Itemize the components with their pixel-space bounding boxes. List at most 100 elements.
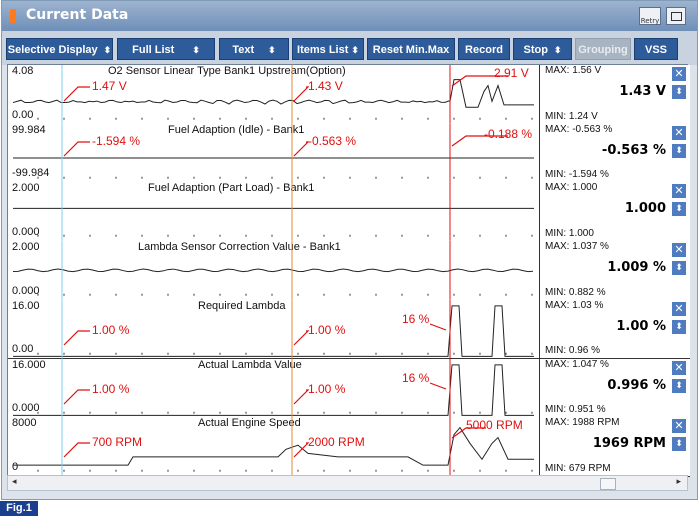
reorder-icon[interactable]: ⬍ [672,437,686,452]
scroll-left-icon[interactable]: ◂ [12,477,17,487]
annotation-leader [293,442,310,458]
max-value: MAX: 1.03 % [545,299,604,311]
figure-label: Fig.1 [0,501,38,516]
waveform-graph[interactable] [8,65,539,124]
waveform-graph[interactable] [8,123,539,183]
annotation-leader [451,427,486,439]
current-value: 0.996 % [607,377,666,393]
selective-display-button[interactable]: Selective Display ⬍ [6,38,113,60]
remove-item-icon[interactable]: ✕ [672,301,686,316]
annotation-leader [63,330,90,346]
waveform-graph[interactable] [8,299,539,359]
graph-panel: 99.984 -99.984 Fuel Adaption (Idle) - Bank… [8,123,539,184]
reorder-icon[interactable]: ⬍ [672,261,686,276]
annotation-value: 1.43 V [308,79,343,93]
max-value: MAX: 1.000 [545,182,598,194]
graph-panel: 16.00 0.00 Required Lambda 1.00 % 1.00 % 16 % [8,299,539,360]
parameter-title: Actual Engine Speed [198,417,301,430]
remove-item-icon[interactable]: ✕ [672,67,686,81]
min-value: MIN: 0.96 % [545,345,601,357]
vss-button[interactable]: VSS [634,38,678,60]
current-value: 1.009 % [607,260,666,276]
waveform-graph[interactable] [8,241,539,300]
grouping-button[interactable]: Grouping [575,38,631,60]
graph-panel: 2.000 0.000 Fuel Adaption (Part Load) - Ba… [8,182,539,243]
reorder-icon[interactable]: ⬍ [672,85,686,99]
annotation-leader [293,141,310,157]
reorder-icon[interactable]: ⬍ [672,378,686,393]
reorder-icon[interactable]: ⬍ [672,202,686,217]
remove-item-icon[interactable]: ✕ [672,419,686,434]
reorder-icon[interactable]: ⬍ [672,143,686,158]
annotation-value: -1.594 % [92,133,141,148]
annotation-value: 2.91 V [494,66,529,80]
value-readout-panel: MAX: 1.047 % 0.996 % MIN: 0.951 % ✕ ⬍ [539,358,690,419]
scale-min-label: -99.984 [12,167,50,180]
current-value: -0.563 % [601,142,666,158]
annotation-leader [451,75,508,87]
scroll-right-icon[interactable]: ▸ [676,477,681,487]
waveform-graph[interactable] [8,417,539,476]
remove-item-icon[interactable]: ✕ [672,125,686,140]
remove-item-icon[interactable]: ✕ [672,184,686,199]
parameter-title: Lambda Sensor Correction Value - Bank1 [138,241,341,254]
annotation-leader [451,135,508,147]
annotation-leader [63,86,90,102]
max-value: MAX: -0.563 % [545,123,613,135]
record-button[interactable]: Record [458,38,510,60]
items-list-button[interactable]: Items List ⬍ [292,38,364,60]
parameter-title: Fuel Adaption (Part Load) - Bank1 [148,182,315,195]
retry-button[interactable]: Retry [639,7,661,25]
annotation-leader [429,381,447,390]
min-value: MIN: 1.24 V [545,110,598,122]
min-value: MIN: 0.882 % [545,286,606,298]
spinner-icon: ⬍ [103,45,112,55]
annotation-value: 1.00 % [92,322,130,337]
annotation-value: 16 % [402,370,430,385]
full-list-label: Full List [132,44,175,56]
reset-min-max-button[interactable]: Reset Min.Max [367,38,455,60]
annotation-leader [63,388,90,404]
scale-max-label: 4.08 [12,65,34,77]
stop-button[interactable]: Stop ⬍ [513,38,572,60]
scale-max-label: 2.000 [12,241,40,254]
maximize-button[interactable] [666,7,686,25]
text-button[interactable]: Text ⬍ [219,38,289,60]
annotation-leader [429,323,447,331]
annotation-value: 1.00 % [308,381,346,396]
current-value: 1.43 V [619,84,666,99]
value-readout-panel: MAX: 1.56 V 1.43 V MIN: 1.24 V ✕ ⬍ [539,65,690,125]
waveform-graph[interactable] [8,182,539,242]
scale-min-label: 0.000 [12,402,40,415]
max-value: MAX: 1988 RPM [545,417,620,429]
waveform-graph[interactable] [8,358,539,418]
spinner-icon: ⬍ [268,45,276,55]
scale-max-label: 8000 [12,417,37,430]
remove-item-icon[interactable]: ✕ [672,243,686,258]
reorder-icon[interactable]: ⬍ [672,319,686,334]
graph-area: 4.08 0.00 O2 Sensor Linear Type Bank1 Upst… [7,64,690,477]
scale-min-label: 0.000 [12,226,40,239]
scroll-thumb[interactable] [600,478,616,490]
parameter-title: O2 Sensor Linear Type Bank1 Upstream(Opt… [108,65,346,77]
horizontal-scrollbar[interactable]: ◂ ▸ [7,475,688,491]
scale-max-label: 16.000 [12,358,46,371]
signal-trace [12,268,534,273]
spinner-icon: ⬍ [192,45,200,55]
graph-panel: 16.000 0.000 Actual Lambda Value 1.00 % 1.00… [8,358,539,419]
graph-panel: 2.000 0.000 Lambda Sensor Correction Value… [8,241,539,301]
annotation-value: 700 RPM [92,435,143,450]
annotation-leader [63,442,90,458]
title-bar: Current Data Retry [2,1,697,31]
max-value: MAX: 1.047 % [545,358,609,370]
min-value: MIN: -1.594 % [545,169,609,181]
parameter-title: Fuel Adaption (Idle) - Bank1 [168,123,305,136]
max-value: MAX: 1.037 % [545,241,609,253]
remove-item-icon[interactable]: ✕ [672,360,686,375]
full-list-button[interactable]: Full List ⬍ [117,38,215,60]
value-readout-panel: MAX: 1.000 1.000 MIN: 1.000 ✕ ⬍ [539,182,690,243]
annotation-value: 5000 RPM [466,418,523,433]
annotation-value: 1.00 % [308,322,346,337]
value-readout-panel: MAX: 1.037 % 1.009 % MIN: 0.882 % ✕ ⬍ [539,241,690,301]
spinner-icon: ⬍ [553,45,562,55]
